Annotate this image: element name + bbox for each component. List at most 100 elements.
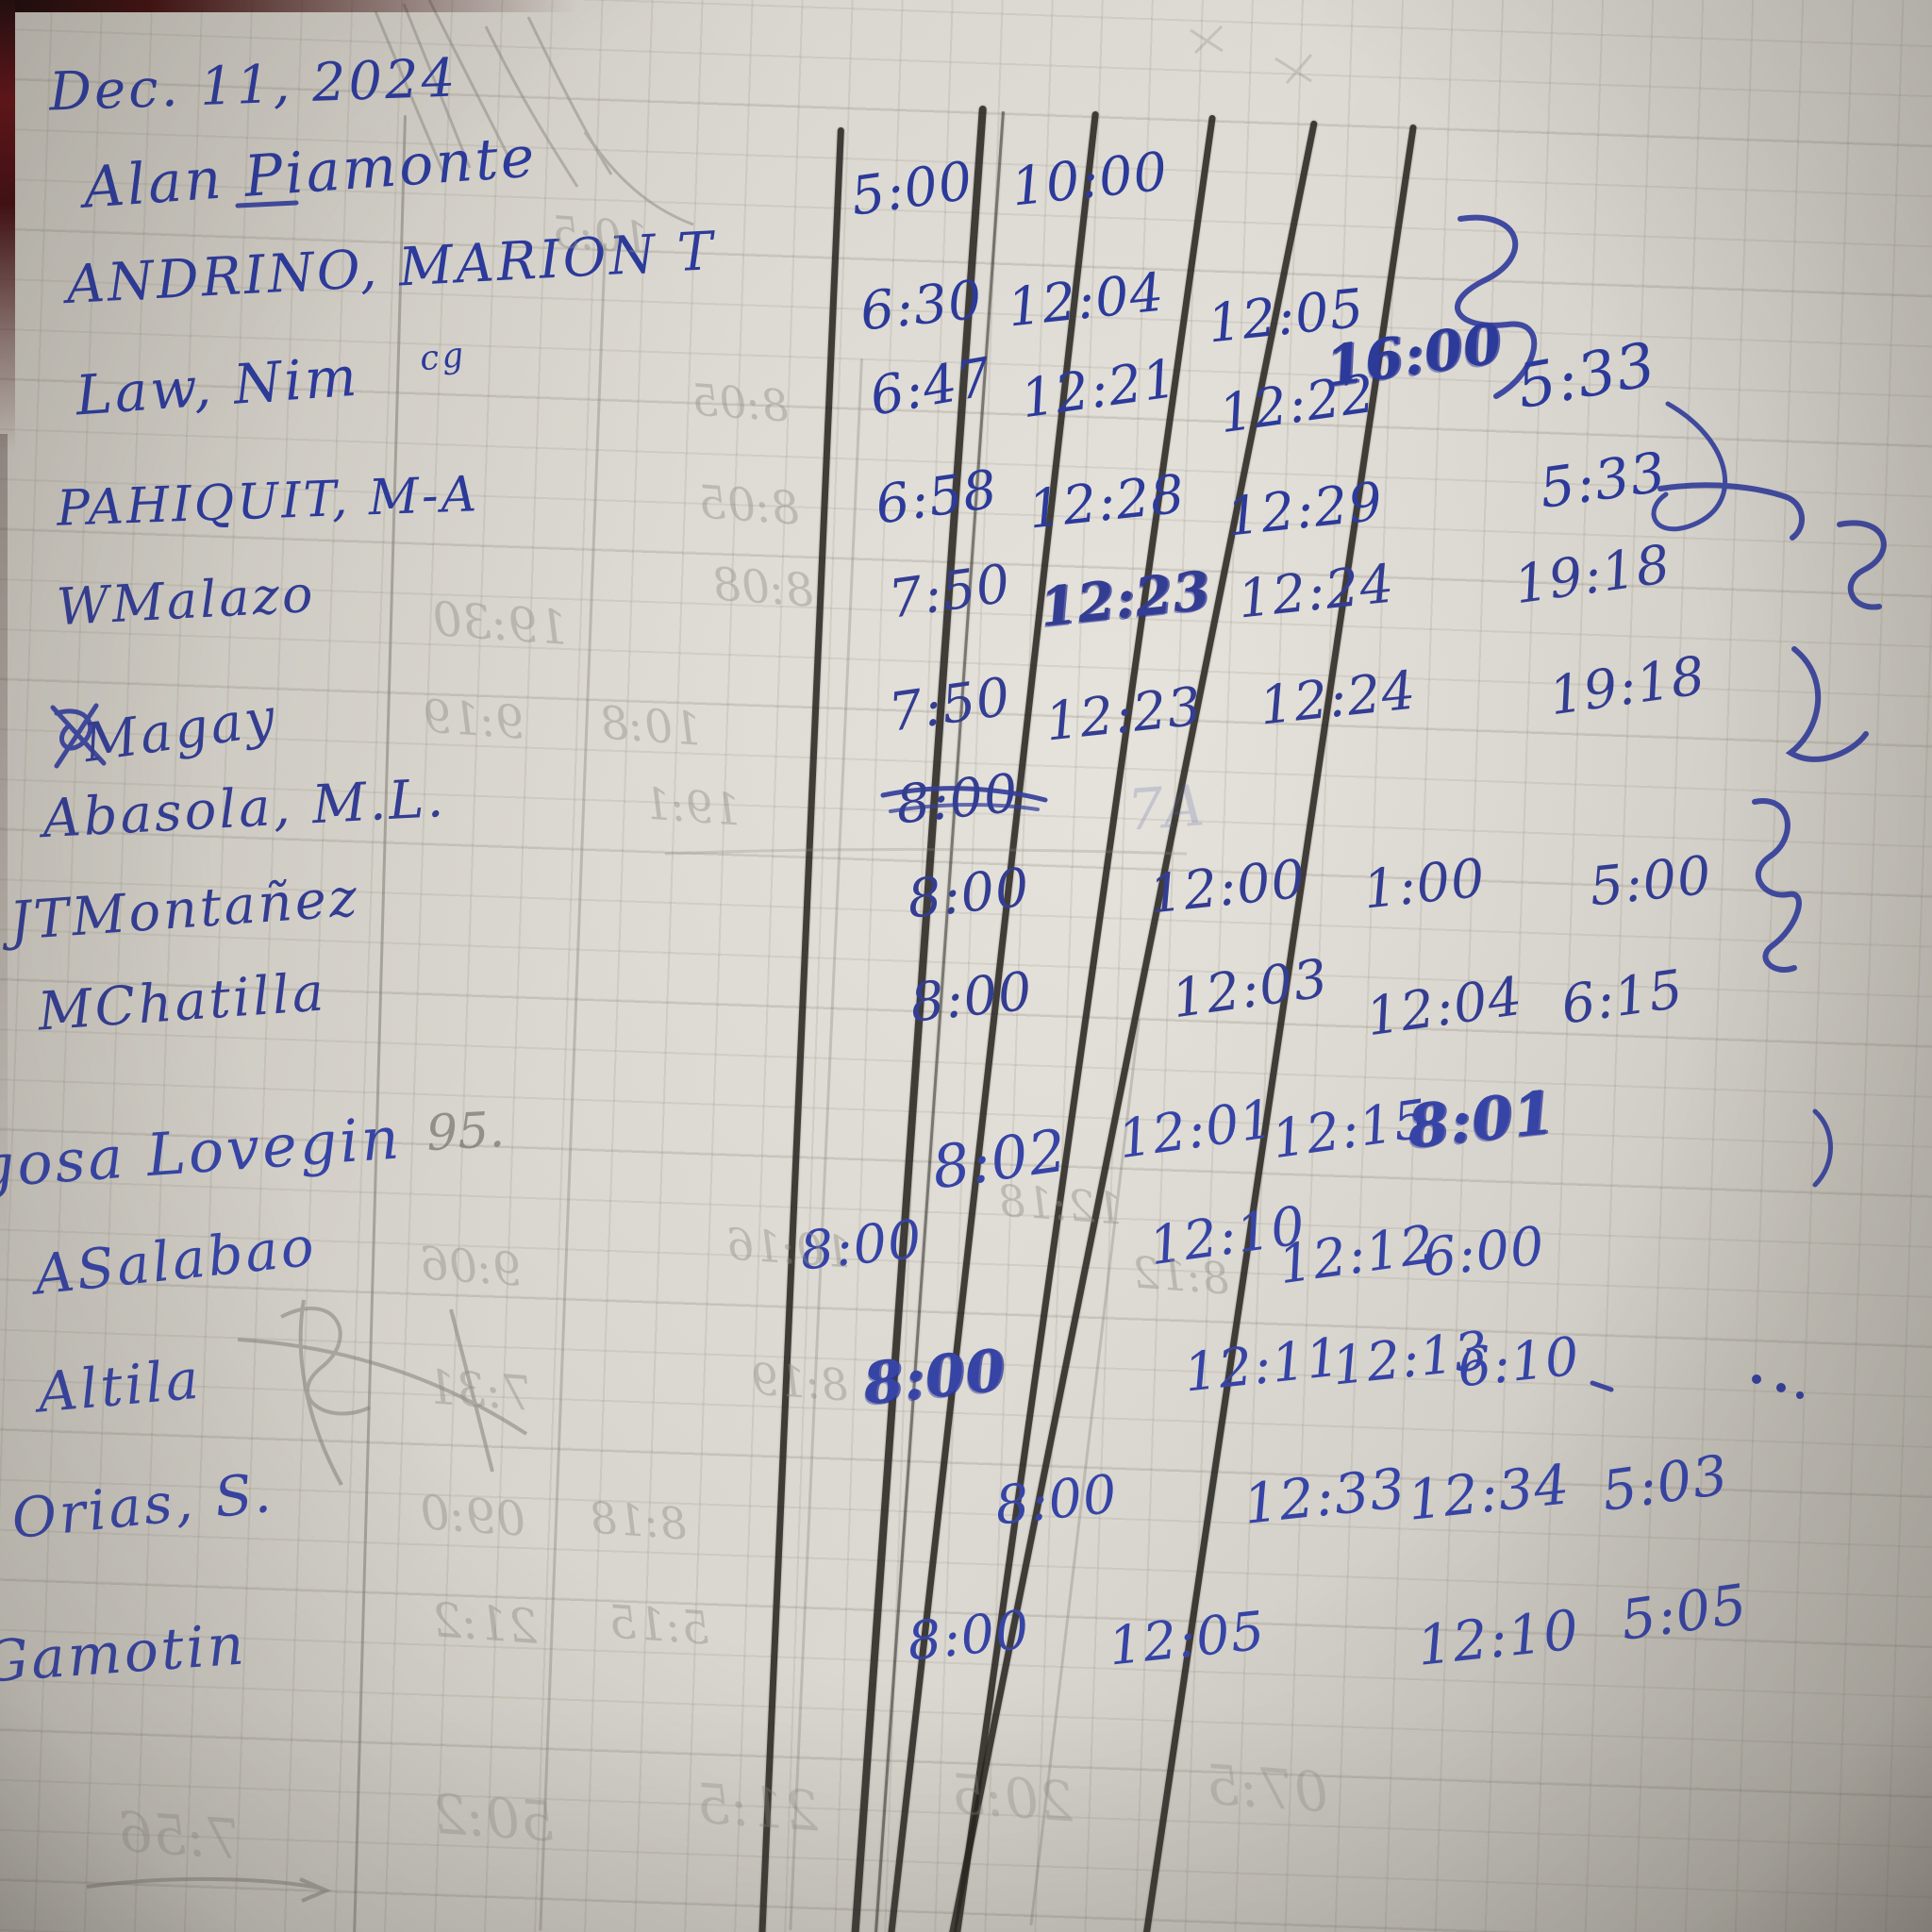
time-cell: 6:15 <box>1557 958 1688 1037</box>
row-name: ASalabao <box>31 1213 320 1307</box>
time-cell: 5:33 <box>1535 439 1671 522</box>
time-cell: 12:04 <box>1362 965 1527 1049</box>
time-cell: 19:18 <box>1510 533 1675 617</box>
abasola-row-ghost: 7A <box>1124 773 1207 844</box>
time-cell: 12:12 <box>1274 1213 1440 1297</box>
pencil-line-2 <box>539 242 607 1931</box>
pencil-line-3 <box>789 358 863 1931</box>
pencil-bleedthrough-mark: 10:5 <box>550 206 652 264</box>
time-cell: 19:18 <box>1545 644 1710 728</box>
time-cell: 12:00 <box>1146 848 1309 926</box>
time-cell: 5:00 <box>847 150 977 228</box>
time-cell: 5:05 <box>1616 1571 1752 1654</box>
flourish-row3 <box>1651 401 1727 532</box>
time-cell: 6:47 <box>865 346 997 428</box>
pencil-signature-scribble <box>86 1299 528 1903</box>
time-cell: 12:05 <box>1205 277 1368 356</box>
time-cell: 12:24 <box>1235 553 1398 631</box>
pencil-bleedthrough-mark: 21:2 <box>430 1592 541 1655</box>
time-cell: 8:00 <box>907 960 1036 1035</box>
column-line-6 <box>1140 124 1417 1932</box>
pencil-bleedthrough-mark: 07:5 <box>1203 1752 1331 1825</box>
column-line-2 <box>848 105 987 1932</box>
pencil-bleedthrough-mark: 8:12 <box>1130 1246 1232 1305</box>
time-cell: 12:15 <box>1268 1088 1433 1172</box>
column-line-2b <box>872 110 1005 1932</box>
margin-mark-row10 <box>1812 1108 1833 1188</box>
flourish-row4-dash <box>1657 482 1805 541</box>
time-cell: 16:00 <box>1322 310 1507 399</box>
time-cell: 6:00 <box>1419 1215 1548 1290</box>
photo-edge-left-lower <box>0 434 8 1283</box>
row-name: Gamotin <box>0 1611 249 1696</box>
dash-alan <box>235 200 299 208</box>
row-name: gosa Lovegin <box>0 1103 405 1202</box>
signature-scribble-2 <box>1837 520 1887 610</box>
pencil-bleedthrough-mark: 8:05 <box>690 374 791 432</box>
crossed-out-initial-magay <box>50 703 107 769</box>
pencil-bleedthrough-mark: 8:19 <box>749 1353 851 1411</box>
time-cell: 12:13 <box>1329 1320 1492 1398</box>
photo-edge-left <box>0 0 15 453</box>
time-cell: 12:24 <box>1257 659 1420 738</box>
time-cell: 12:01 <box>1114 1088 1279 1172</box>
row-name: MChatilla <box>36 961 329 1043</box>
time-cell: 6:58 <box>872 458 1002 537</box>
time-cell: 8:02 <box>927 1115 1072 1203</box>
pencil-bleedthrough-mark: 8:08 <box>710 558 816 618</box>
time-cell: 12:33 <box>1240 1456 1409 1537</box>
pencil-bleedthrough-mark: 7:56 <box>115 1799 243 1873</box>
ink-dots-row12 <box>1590 1380 1614 1392</box>
time-cell: 12:10 <box>1413 1597 1583 1678</box>
time-cell: 1:00 <box>1359 847 1489 922</box>
row-name: ANDRINO, MARION T <box>64 221 718 316</box>
time-cell: 12:34 <box>1404 1452 1574 1533</box>
time-cell: 5:00 <box>1586 844 1715 919</box>
pencil-bleedthrough-mark: 9:06 <box>418 1237 524 1297</box>
time-cell: 12:22 <box>1215 362 1380 446</box>
time-cell: 8:00 <box>859 1337 1009 1418</box>
row-name: Law, Nim <box>73 343 362 428</box>
row-name: PAHIQUIT, M-A <box>56 466 481 538</box>
pencil-bleedthrough-mark: 20:5 <box>948 1761 1076 1835</box>
signature-scribble-4 <box>1752 798 1802 973</box>
signature-scribble-1 <box>1455 214 1538 399</box>
pencil-bleedthrough-mark: 19:1 <box>641 777 743 836</box>
signature-scribble-3 <box>1785 646 1869 762</box>
row-name: Altila <box>35 1346 205 1425</box>
column-line-5 <box>948 120 1318 1932</box>
time-cell: 5:33 <box>1511 329 1662 424</box>
time-cell: 12:04 <box>1005 261 1168 340</box>
row-name: Magay <box>79 686 282 775</box>
pencil-bleedthrough-mark: 09:0 <box>418 1485 528 1547</box>
time-cell: 12:21 <box>1017 347 1182 431</box>
row-name: JTMontañez <box>8 867 362 953</box>
pencil-bleedthrough-mark: 7:31 <box>425 1359 535 1422</box>
time-cell: 7:50 <box>885 666 1015 744</box>
pencil-bleedthrough-mark: 8:18 <box>588 1491 690 1550</box>
pencil-bleedthrough-mark: 5:15 <box>607 1595 712 1656</box>
time-cell: 12:11 <box>1181 1326 1344 1405</box>
row-name: Orias, S. <box>8 1459 276 1552</box>
row-name: Alan Piamonte <box>81 124 540 222</box>
pencil-bleedthrough-mark: 8:05 <box>696 475 802 536</box>
pencil-note: 95. <box>425 1101 507 1163</box>
ink-dots <box>1752 1374 1804 1399</box>
time-cell: 12:23 <box>1037 558 1214 640</box>
name-superscript-note: cg <box>417 335 469 379</box>
row-name: WMalazo <box>55 563 317 638</box>
pencil-line-name-divider <box>353 114 407 1932</box>
time-cell: 12:03 <box>1168 947 1333 1031</box>
pencil-bleedthrough-mark: 9:19 <box>421 690 526 750</box>
photo-edge-top <box>0 0 604 12</box>
pencil-bleedthrough-mark: 19:30 <box>430 591 570 656</box>
time-cell: 5:03 <box>1597 1441 1733 1524</box>
pencil-bleedthrough-mark: 21:5 <box>693 1771 822 1844</box>
time-cell: 6:10 <box>1454 1325 1583 1400</box>
pencil-bleedthrough-mark: 50:2 <box>429 1781 558 1855</box>
time-cell: 8:01 <box>1404 1077 1558 1161</box>
date-label: Dec. 11, 2024 <box>47 47 459 124</box>
pencil-bleedthrough-mark: 10:8 <box>598 696 704 757</box>
time-cell: 12:10 <box>1145 1194 1310 1278</box>
